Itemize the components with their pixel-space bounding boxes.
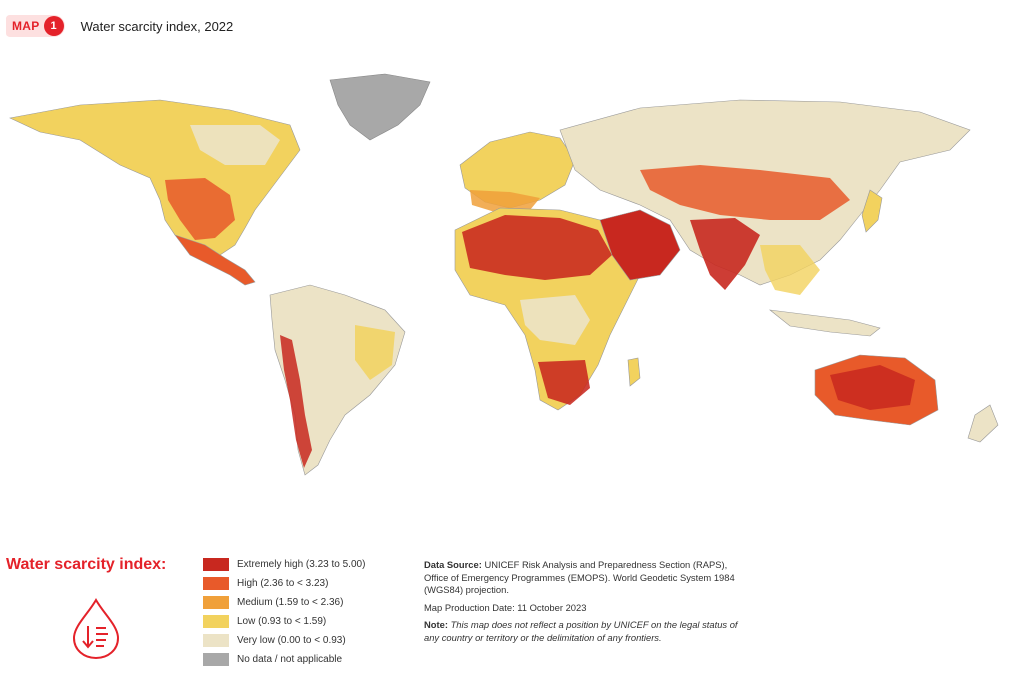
legend-title: Water scarcity index: — [6, 556, 167, 573]
note-label: Note: — [424, 619, 448, 630]
andes-hotspot — [280, 335, 312, 468]
data-source-label: Data Source: — [424, 559, 482, 570]
source-notes: Data Source: UNICEF Risk Analysis and Pr… — [424, 559, 744, 649]
legend-label: Medium (1.59 to < 2.36) — [237, 596, 344, 608]
greenland-region — [329, 73, 431, 141]
central-asia-hotspot — [640, 165, 850, 220]
legend-swatch — [203, 576, 229, 590]
indonesia-region — [768, 309, 881, 337]
map-header: MAP 1 Water scarcity index, 2022 — [6, 14, 233, 38]
southeast-asia-low — [760, 245, 820, 295]
india-hotspot — [690, 218, 760, 290]
north-canada-low — [190, 125, 280, 165]
map-badge-word: MAP — [12, 19, 40, 33]
legend-item-extremely-high: Extremely high (3.23 to 5.00) — [203, 556, 365, 572]
legend-label: High (2.36 to < 3.23) — [237, 577, 329, 589]
north-america-hotspot — [165, 178, 235, 240]
legend-swatch — [203, 614, 229, 628]
north-america-region — [9, 99, 301, 256]
legend-label: Low (0.93 to < 1.59) — [237, 615, 327, 627]
legend-label: Very low (0.00 to < 0.93) — [237, 634, 346, 646]
note-text: This map does not reflect a position by … — [424, 619, 738, 643]
map-badge-number: 1 — [43, 16, 64, 36]
legend-label: No data / not applicable — [237, 653, 343, 665]
australia-core-hotspot — [830, 365, 915, 410]
central-america-region — [174, 234, 256, 286]
data-source-text: UNICEF Risk Analysis and Preparedness Se… — [424, 559, 735, 595]
legend-swatch — [203, 652, 229, 666]
mediterranean-hotspot — [470, 190, 540, 212]
water-drop-scarcity-icon — [72, 597, 120, 660]
japan-region — [861, 189, 883, 233]
production-date: Map Production Date: 11 October 2023 — [424, 601, 587, 613]
legend-list: Extremely high (3.23 to 5.00) High (2.36… — [203, 556, 365, 670]
note-paragraph: Note: This map does not reflect a positi… — [424, 619, 744, 644]
central-africa-low — [520, 295, 590, 345]
madagascar-region — [627, 357, 641, 387]
data-source-paragraph: Data Source: UNICEF Risk Analysis and Pr… — [424, 559, 744, 597]
legend-item-very-low: Very low (0.00 to < 0.93) — [203, 632, 365, 648]
sahara-hotspot — [462, 215, 612, 280]
legend-item-low: Low (0.93 to < 1.59) — [203, 613, 365, 629]
southern-africa-hotspot — [538, 360, 590, 405]
legend-item-no-data: No data / not applicable — [203, 651, 365, 667]
brazil-east-low — [355, 325, 395, 380]
world-map — [9, 73, 999, 476]
legend-item-high: High (2.36 to < 3.23) — [203, 575, 365, 591]
legend-item-medium: Medium (1.59 to < 2.36) — [203, 594, 365, 610]
legend-swatch — [203, 595, 229, 609]
map-title: Water scarcity index, 2022 — [80, 18, 234, 34]
legend-label: Extremely high (3.23 to 5.00) — [237, 558, 366, 570]
map-badge: MAP 1 — [6, 15, 65, 37]
legend-swatch — [203, 557, 229, 571]
arabia-hotspot — [599, 209, 681, 281]
new-zealand-region — [967, 404, 999, 443]
legend-swatch — [203, 633, 229, 647]
